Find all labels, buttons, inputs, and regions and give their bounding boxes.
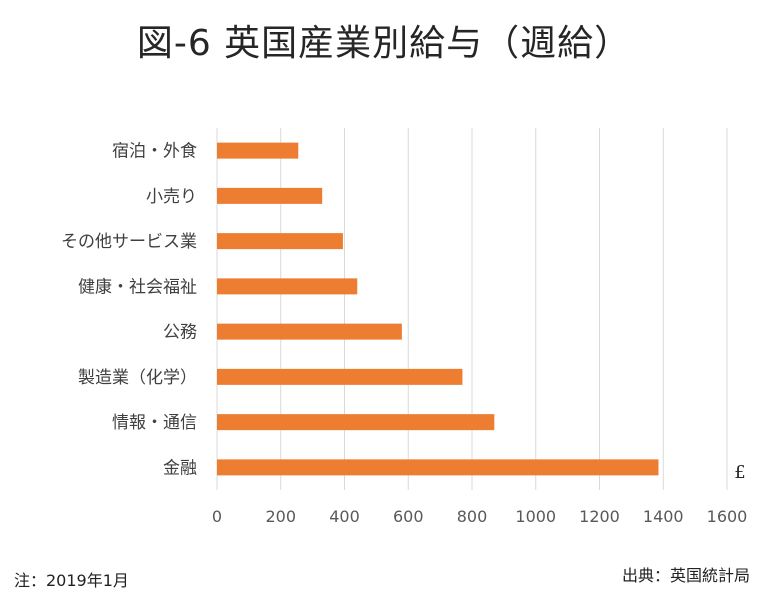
x-tick-label: 1600 [707, 507, 748, 526]
category-label: 健康・社会福祉 [78, 277, 197, 297]
category-label: その他サービス業 [61, 232, 197, 252]
bar [217, 278, 358, 295]
bar [217, 142, 299, 159]
source-credit: 出典：英国統計局 [621, 566, 750, 585]
x-tick-label: 0 [212, 507, 222, 526]
x-tick-label: 1000 [515, 507, 556, 526]
x-tick-label: 1400 [643, 507, 684, 526]
x-tick-label: 800 [457, 507, 488, 526]
x-tick-label: 1200 [579, 507, 620, 526]
bar [217, 459, 659, 476]
category-label: 情報・通信 [112, 413, 197, 433]
bar [217, 368, 463, 385]
unit-label: £ [734, 462, 745, 483]
x-tick-label: 600 [393, 507, 424, 526]
category-label: 金融 [163, 458, 197, 478]
bar [217, 233, 343, 250]
category-label: 小売り [146, 187, 197, 207]
x-tick-label: 200 [265, 507, 296, 526]
category-label: 宿泊・外食 [112, 142, 197, 162]
bar [217, 187, 323, 204]
category-label: 製造業（化学） [78, 368, 197, 388]
footnote: 注：2019年1月 [14, 571, 129, 590]
x-tick-label: 400 [329, 507, 360, 526]
bar [217, 414, 495, 431]
chart-title: 図-6 英国産業別給与（週給） [136, 23, 632, 64]
bar [217, 323, 402, 340]
category-label: 公務 [163, 323, 197, 343]
